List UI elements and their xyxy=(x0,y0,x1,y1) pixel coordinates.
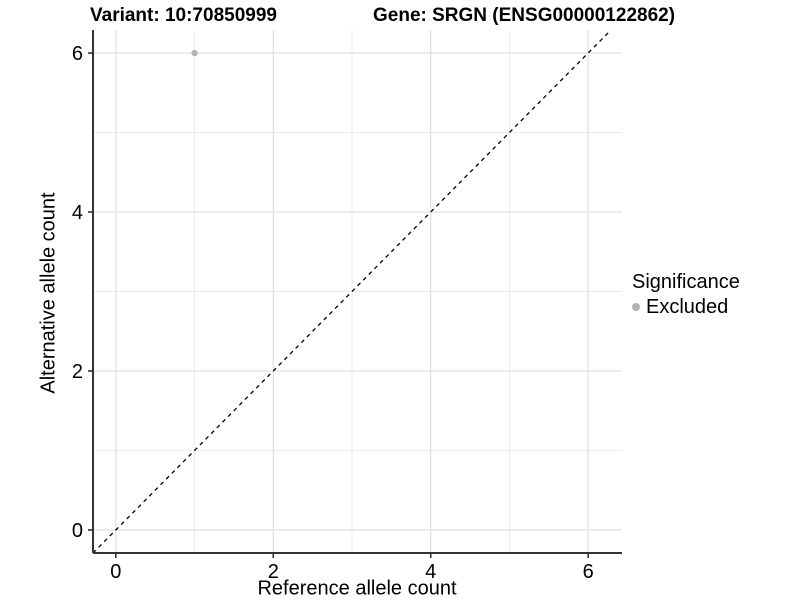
y-tick-label: 2 xyxy=(72,361,83,383)
legend-item-label: Excluded xyxy=(646,296,729,318)
y-tick-label: 0 xyxy=(72,520,83,542)
x-tick-label: 4 xyxy=(425,561,436,583)
plot-title-gene: Gene: SRGN (ENSG00000122862) xyxy=(373,5,676,26)
data-point-excluded xyxy=(191,49,198,57)
legend-item-excluded: Excluded xyxy=(632,296,740,318)
legend-point-icon xyxy=(632,303,640,311)
plot-title-variant: Variant: 10:70850999 xyxy=(90,5,277,26)
x-tick-label: 2 xyxy=(268,561,279,583)
y-tick-label: 6 xyxy=(72,43,83,65)
legend-title: Significance xyxy=(632,271,740,293)
identity-dashed-line xyxy=(92,29,612,554)
x-tick-label: 0 xyxy=(110,561,121,583)
y-axis-title: Alternative allele count xyxy=(37,192,60,394)
x-tick-label: 6 xyxy=(583,561,594,583)
y-tick-label: 4 xyxy=(72,202,83,224)
legend: Significance Excluded xyxy=(632,271,740,318)
x-axis-title: Reference allele count xyxy=(257,577,457,600)
